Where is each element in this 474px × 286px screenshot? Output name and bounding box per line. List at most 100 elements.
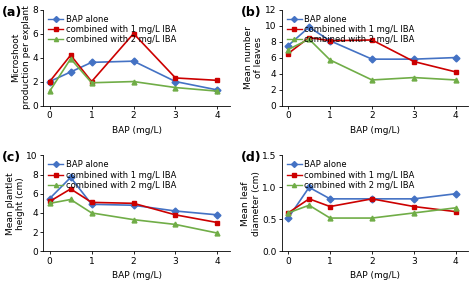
combined with 2 mg/L IBA — [369, 216, 375, 220]
combined with 2 mg/L IBA — [47, 90, 53, 93]
Line: combined with 2 mg/L IBA: combined with 2 mg/L IBA — [286, 203, 458, 221]
combined with 2 mg/L IBA — [173, 86, 178, 89]
combined with 2 mg/L IBA — [215, 90, 220, 93]
combined with 2 mg/L IBA — [453, 206, 459, 210]
BAP alone — [215, 88, 220, 92]
BAP alone — [369, 57, 375, 61]
combined with 2 mg/L IBA — [131, 218, 137, 221]
BAP alone — [285, 44, 291, 47]
BAP alone — [285, 216, 291, 220]
combined with 2 mg/L IBA — [411, 211, 417, 215]
BAP alone — [173, 80, 178, 83]
combined with 1 mg/L IBA — [173, 76, 178, 80]
Text: (b): (b) — [241, 6, 261, 19]
combined with 1 mg/L IBA — [306, 197, 312, 200]
combined with 2 mg/L IBA — [131, 80, 137, 83]
BAP alone — [306, 25, 312, 29]
Text: (a): (a) — [2, 6, 23, 19]
Y-axis label: Mean number
of leaves: Mean number of leaves — [244, 26, 264, 89]
Legend: BAP alone, combined with 1 mg/L IBA, combined with 2 mg/L IBA: BAP alone, combined with 1 mg/L IBA, com… — [47, 14, 177, 45]
BAP alone — [411, 57, 417, 61]
BAP alone — [131, 204, 137, 207]
Line: BAP alone: BAP alone — [286, 25, 458, 61]
BAP alone — [453, 56, 459, 59]
combined with 2 mg/L IBA — [89, 81, 94, 84]
combined with 2 mg/L IBA — [215, 231, 220, 235]
combined with 2 mg/L IBA — [306, 37, 312, 41]
Y-axis label: Mean leaf
diameter (cm): Mean leaf diameter (cm) — [241, 171, 261, 236]
combined with 1 mg/L IBA — [215, 221, 220, 224]
BAP alone — [47, 197, 53, 200]
combined with 1 mg/L IBA — [411, 205, 417, 208]
BAP alone — [68, 70, 73, 74]
Line: combined with 1 mg/L IBA: combined with 1 mg/L IBA — [47, 31, 220, 84]
Legend: BAP alone, combined with 1 mg/L IBA, combined with 2 mg/L IBA: BAP alone, combined with 1 mg/L IBA, com… — [286, 14, 416, 45]
combined with 1 mg/L IBA — [327, 205, 333, 208]
combined with 2 mg/L IBA — [306, 204, 312, 207]
X-axis label: BAP (mg/L): BAP (mg/L) — [350, 126, 400, 135]
combined with 1 mg/L IBA — [369, 197, 375, 200]
BAP alone — [453, 192, 459, 195]
Line: BAP alone: BAP alone — [47, 59, 220, 92]
combined with 1 mg/L IBA — [285, 211, 291, 215]
combined with 1 mg/L IBA — [173, 213, 178, 217]
combined with 1 mg/L IBA — [68, 53, 73, 57]
Line: combined with 1 mg/L IBA: combined with 1 mg/L IBA — [286, 196, 458, 215]
Y-axis label: Mean plantlet
height (cm): Mean plantlet height (cm) — [6, 172, 25, 235]
combined with 1 mg/L IBA — [47, 200, 53, 203]
Line: combined with 1 mg/L IBA: combined with 1 mg/L IBA — [286, 35, 458, 74]
combined with 1 mg/L IBA — [327, 39, 333, 43]
combined with 1 mg/L IBA — [285, 52, 291, 55]
BAP alone — [306, 186, 312, 189]
BAP alone — [411, 197, 417, 200]
Text: (c): (c) — [2, 152, 21, 164]
combined with 1 mg/L IBA — [89, 201, 94, 204]
BAP alone — [369, 197, 375, 200]
combined with 2 mg/L IBA — [68, 57, 73, 60]
X-axis label: BAP (mg/L): BAP (mg/L) — [112, 271, 162, 281]
Legend: BAP alone, combined with 1 mg/L IBA, combined with 2 mg/L IBA: BAP alone, combined with 1 mg/L IBA, com… — [47, 160, 177, 191]
BAP alone — [68, 176, 73, 179]
combined with 1 mg/L IBA — [89, 80, 94, 83]
combined with 1 mg/L IBA — [411, 60, 417, 63]
combined with 2 mg/L IBA — [68, 198, 73, 201]
combined with 2 mg/L IBA — [327, 58, 333, 62]
combined with 2 mg/L IBA — [89, 211, 94, 215]
combined with 2 mg/L IBA — [285, 211, 291, 215]
combined with 1 mg/L IBA — [68, 187, 73, 191]
BAP alone — [89, 202, 94, 206]
Legend: BAP alone, combined with 1 mg/L IBA, combined with 2 mg/L IBA: BAP alone, combined with 1 mg/L IBA, com… — [286, 160, 416, 191]
combined with 2 mg/L IBA — [327, 216, 333, 220]
Line: combined with 2 mg/L IBA: combined with 2 mg/L IBA — [47, 197, 220, 236]
X-axis label: BAP (mg/L): BAP (mg/L) — [112, 126, 162, 135]
combined with 1 mg/L IBA — [47, 80, 53, 83]
BAP alone — [47, 80, 53, 83]
Line: combined with 2 mg/L IBA: combined with 2 mg/L IBA — [47, 56, 220, 94]
BAP alone — [89, 61, 94, 64]
combined with 2 mg/L IBA — [411, 76, 417, 79]
BAP alone — [327, 197, 333, 200]
Text: (d): (d) — [241, 152, 261, 164]
combined with 1 mg/L IBA — [453, 70, 459, 74]
Line: BAP alone: BAP alone — [286, 185, 458, 221]
BAP alone — [215, 213, 220, 217]
combined with 2 mg/L IBA — [173, 223, 178, 226]
combined with 2 mg/L IBA — [47, 202, 53, 205]
BAP alone — [131, 59, 137, 63]
Y-axis label: Microshoot
production per explant: Microshoot production per explant — [11, 6, 31, 110]
Line: combined with 2 mg/L IBA: combined with 2 mg/L IBA — [286, 37, 458, 82]
combined with 1 mg/L IBA — [453, 210, 459, 213]
X-axis label: BAP (mg/L): BAP (mg/L) — [350, 271, 400, 281]
Line: combined with 1 mg/L IBA: combined with 1 mg/L IBA — [47, 186, 220, 225]
combined with 2 mg/L IBA — [453, 78, 459, 82]
combined with 2 mg/L IBA — [285, 48, 291, 51]
BAP alone — [327, 39, 333, 43]
BAP alone — [173, 209, 178, 213]
Line: BAP alone: BAP alone — [47, 175, 220, 217]
combined with 1 mg/L IBA — [215, 79, 220, 82]
combined with 2 mg/L IBA — [369, 78, 375, 82]
combined with 1 mg/L IBA — [369, 38, 375, 42]
combined with 1 mg/L IBA — [131, 202, 137, 205]
combined with 1 mg/L IBA — [306, 36, 312, 39]
combined with 1 mg/L IBA — [131, 32, 137, 35]
